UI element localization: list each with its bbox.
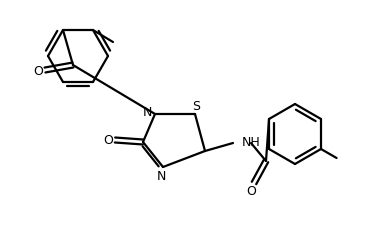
Text: O: O bbox=[246, 185, 256, 198]
Text: O: O bbox=[103, 134, 113, 147]
Text: O: O bbox=[33, 64, 43, 77]
Text: N: N bbox=[142, 106, 152, 119]
Text: NH: NH bbox=[242, 136, 261, 149]
Text: N: N bbox=[156, 170, 166, 183]
Text: S: S bbox=[192, 100, 200, 113]
